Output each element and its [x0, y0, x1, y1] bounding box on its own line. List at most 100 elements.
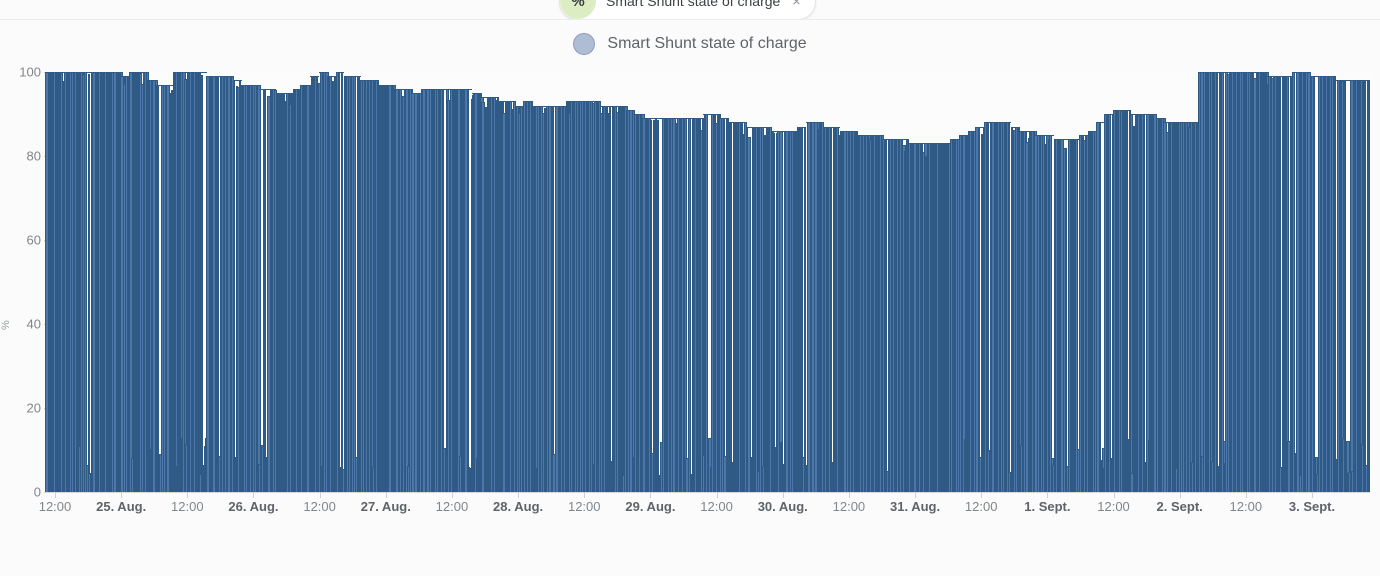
x-axis-time-label: 12:00 [38, 499, 72, 514]
chart-envelope-cap [361, 80, 370, 492]
chart-envelope-cap [215, 76, 225, 492]
chart-envelope-cap [284, 93, 293, 492]
chart-bar [822, 441, 825, 492]
y-axis-tick-label: 80 [26, 148, 41, 164]
chart-envelope-cap [224, 76, 234, 492]
chart-envelope-cap [395, 88, 405, 492]
chart-bar [650, 120, 653, 492]
chart-envelope-cap [258, 88, 268, 492]
chart-envelope-cap [173, 72, 182, 492]
chart-envelope-cap [515, 105, 524, 492]
chart-envelope-cap [1079, 135, 1088, 492]
chart-envelope-cap [1130, 114, 1140, 492]
chart-envelope-cap [472, 93, 481, 492]
x-axis-date-label: 27. Aug. [360, 499, 411, 514]
chart-envelope-cap [686, 118, 695, 492]
chart-bar [468, 467, 470, 492]
chart-envelope-cap [1267, 76, 1276, 492]
chart-envelope-cap [1045, 135, 1054, 492]
chart-bar [184, 78, 188, 492]
chart-envelope-cap [463, 88, 473, 492]
chart-envelope-cap [1352, 80, 1362, 492]
chart-envelope-cap [335, 72, 345, 492]
chart-envelope-cap [925, 143, 935, 492]
chart-envelope-cap [814, 122, 823, 492]
chart-envelope-cap [523, 101, 533, 492]
y-axis-tick-label: 40 [26, 316, 41, 332]
chart-envelope-cap [600, 105, 610, 492]
chart-bar [274, 89, 277, 492]
x-axis-tick-mark [55, 492, 56, 498]
chart-envelope-cap [583, 101, 593, 492]
x-axis-tick-mark [187, 492, 189, 498]
chart-envelope-cap [805, 122, 815, 492]
chart-envelope-cap [96, 72, 105, 492]
chart-bar [87, 74, 90, 492]
chart-bar [341, 73, 344, 492]
chart-envelope-cap [455, 88, 464, 492]
chart-envelope-cap [1019, 130, 1029, 492]
chart-envelope-cap [942, 143, 952, 492]
x-axis-time-label: 12:00 [303, 499, 336, 514]
chart-envelope-cap [1156, 118, 1165, 492]
x-axis-date-label: 2. Sept. [1156, 499, 1203, 514]
chart-envelope-cap [87, 72, 97, 492]
chart-envelope-cap [156, 84, 165, 492]
y-axis-tick-label: 60 [26, 232, 41, 248]
x-axis-tick-mark [981, 492, 983, 498]
chart-bar [332, 80, 335, 492]
chart-envelope-cap [1361, 80, 1370, 492]
chart-envelope-cap [421, 88, 430, 492]
chart-envelope-cap [241, 84, 251, 492]
x-axis-tick-mark [1179, 492, 1181, 498]
chart-envelope-cap [1199, 72, 1208, 492]
chart-envelope-cap [763, 126, 772, 492]
x-axis-line [45, 492, 1370, 493]
x-axis-tick-mark [121, 492, 123, 498]
chart-envelope-cap [1293, 72, 1302, 492]
chart-bar [730, 461, 734, 492]
chart-envelope-cap [369, 80, 379, 492]
chart-envelope-cap [993, 122, 1003, 492]
chart-envelope-cap [1241, 72, 1251, 492]
chart-envelope-cap [1335, 80, 1345, 492]
chart-envelope-cap [79, 72, 88, 492]
plot-area[interactable] [45, 72, 1370, 492]
chart-envelope-cap [1284, 76, 1294, 492]
chart-envelope-cap [677, 118, 687, 492]
chart-envelope-cap [540, 105, 550, 492]
chart-envelope-cap [147, 80, 157, 492]
chart-envelope-cap [643, 118, 652, 492]
chart-envelope-cap [1070, 139, 1080, 492]
chart-bar [1063, 148, 1066, 492]
chart-envelope-cap [899, 139, 909, 492]
chart-envelope-cap [874, 135, 883, 492]
chart-envelope-cap [267, 88, 276, 492]
chart-envelope-cap [275, 93, 285, 492]
x-axis-time-label: 12:00 [1229, 499, 1263, 514]
filter-chip[interactable]: % Smart Shunt state of charge × [559, 0, 816, 19]
chart-bar [978, 127, 981, 492]
legend-item-state-of-charge[interactable]: Smart Shunt state of charge [573, 33, 807, 55]
chart-envelope-cap [233, 80, 242, 492]
chart-envelope-cap [207, 76, 216, 492]
x-axis-date-label: 1. Sept. [1024, 499, 1071, 514]
x-axis-time-label: 12:00 [832, 499, 866, 514]
chart-envelope-cap [438, 88, 447, 492]
close-icon[interactable]: × [792, 0, 801, 9]
chart-envelope-cap [1096, 122, 1105, 492]
chart-envelope-cap [1087, 130, 1097, 492]
chart-envelope-cap [840, 130, 849, 492]
chart-bar [201, 74, 204, 492]
chart-envelope-cap [985, 122, 994, 492]
chart-bar [1114, 111, 1117, 492]
x-axis-tick-mark [650, 492, 652, 498]
chart-envelope-cap [1139, 114, 1148, 492]
x-axis-time-label: 12:00 [171, 499, 204, 514]
x-axis-date-label: 28. Aug. [493, 499, 544, 514]
state-of-charge-chart: % 0 20 40 60 80 100 12:00 25. Aug. 12:00 26. Aug… [0, 62, 1380, 576]
legend-color-swatch [573, 33, 596, 55]
chart-envelope-cap [1233, 72, 1242, 492]
chart-envelope-cap [797, 126, 806, 492]
x-axis-tick-mark [716, 492, 718, 498]
